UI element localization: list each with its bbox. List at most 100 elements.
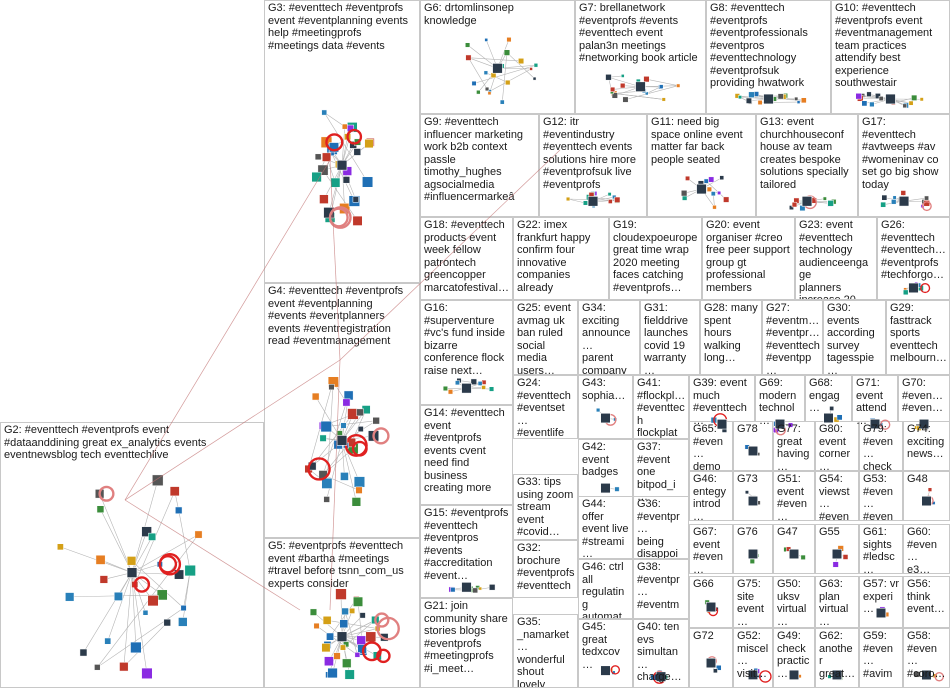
user-node bbox=[352, 215, 363, 226]
group-panel-g18: G18: #eventtech products event week fell… bbox=[420, 217, 513, 300]
user-node bbox=[130, 641, 142, 654]
user-node bbox=[322, 616, 332, 625]
user-node bbox=[353, 476, 365, 488]
hub-node bbox=[336, 631, 348, 642]
user-node bbox=[927, 487, 933, 492]
user-node bbox=[908, 100, 914, 106]
user-node bbox=[483, 70, 489, 75]
nodes bbox=[309, 588, 400, 680]
group-label: G38: #eventpr… #eventm… #eventte… bbox=[637, 561, 680, 619]
user-node bbox=[352, 196, 359, 203]
user-node bbox=[827, 674, 832, 679]
group-graph-g8 bbox=[734, 91, 807, 105]
group-panel-g60: G60: #even… e3… bbox=[903, 524, 950, 574]
user-node bbox=[342, 658, 352, 668]
group-panel-g62: G62: another great… bbox=[815, 628, 859, 688]
user-node bbox=[489, 386, 495, 392]
nodes bbox=[311, 109, 375, 229]
group-label: G53: #even… #even… bbox=[863, 473, 893, 521]
user-node bbox=[455, 380, 460, 386]
user-node bbox=[313, 622, 320, 629]
group-label: G11: need big space online event matter … bbox=[651, 116, 743, 166]
user-node bbox=[342, 398, 351, 407]
group-panel-g24: G24: #eventtech #eventset… #eventlife #e… bbox=[513, 375, 578, 439]
group-graph-g76 bbox=[747, 548, 759, 564]
user-node bbox=[119, 662, 129, 672]
group-label: G76 bbox=[737, 526, 758, 538]
user-node bbox=[842, 554, 849, 560]
hub-node bbox=[696, 183, 707, 195]
group-graph-g48 bbox=[921, 487, 936, 507]
user-node bbox=[710, 191, 716, 197]
hub-node bbox=[600, 482, 611, 494]
group-panel-g47: G47 bbox=[773, 524, 815, 574]
nodes bbox=[823, 406, 843, 424]
user-node bbox=[822, 196, 827, 201]
group-panel-g9: G9: #eventtech influencer marketing work… bbox=[420, 114, 539, 217]
group-panel-g46: G46: entegy introd… bbox=[689, 471, 733, 521]
user-node bbox=[359, 612, 366, 619]
group-panel-g75: G75: site event… bbox=[733, 576, 773, 628]
user-node bbox=[142, 609, 149, 616]
group-label: G67: event #even… bbox=[693, 526, 723, 574]
nodes bbox=[710, 413, 728, 433]
user-node bbox=[314, 153, 322, 161]
user-node bbox=[924, 195, 929, 201]
group-graph-g49 bbox=[788, 669, 802, 680]
hub-node bbox=[898, 196, 910, 207]
user-node bbox=[341, 123, 348, 130]
group-label: G9: #eventtech influencer marketing work… bbox=[424, 116, 524, 203]
user-node bbox=[180, 605, 187, 612]
group-label: G80: event corner… bbox=[819, 423, 851, 471]
user-node bbox=[327, 667, 338, 679]
nodes bbox=[565, 191, 621, 208]
nodes bbox=[448, 582, 496, 594]
user-node bbox=[372, 417, 380, 425]
group-label: G41: #flockpl… #eventtech flockplat… bbox=[637, 377, 686, 439]
user-node bbox=[484, 86, 490, 92]
user-node bbox=[79, 648, 88, 657]
user-node bbox=[869, 101, 875, 108]
nodes bbox=[605, 74, 681, 103]
group-label: G36: #eventpr… being disappoi… bbox=[637, 498, 680, 559]
group-panel-g72: G72 bbox=[689, 628, 733, 688]
nodes bbox=[734, 91, 807, 105]
group-panel-g7: G7: brellanetwork #eventprofs #events #e… bbox=[575, 0, 706, 114]
user-node bbox=[608, 199, 613, 204]
group-label: G37: #event one bitpod_i… bbox=[637, 441, 676, 503]
hub-node bbox=[600, 412, 611, 424]
group-panel-g38: G38: #eventpr… #eventm… #eventte… bbox=[633, 559, 689, 619]
user-node bbox=[163, 618, 171, 627]
group-graph-g45 bbox=[600, 665, 621, 676]
user-node bbox=[681, 190, 688, 197]
nodes bbox=[650, 670, 668, 684]
self-loop bbox=[98, 485, 115, 502]
group-panel-g56: G56: think event… bbox=[903, 576, 950, 628]
user-node bbox=[506, 37, 512, 43]
group-panel-g50: G50: uksv virtual… bbox=[773, 576, 815, 628]
nodes bbox=[789, 195, 837, 212]
user-node bbox=[900, 190, 906, 196]
nodes bbox=[600, 482, 620, 494]
nodes bbox=[744, 444, 761, 457]
user-node bbox=[169, 486, 180, 497]
nodes bbox=[704, 599, 719, 617]
group-panel-g33: G33: tips using zoom stream event #covid… bbox=[513, 474, 578, 540]
self-loop bbox=[361, 641, 382, 662]
self-loop bbox=[376, 616, 400, 641]
self-loop bbox=[759, 670, 772, 683]
nodes bbox=[913, 669, 944, 682]
self-loop bbox=[880, 419, 891, 430]
group-panel-g5: G5: #eventprofs #eventtech event #bartha… bbox=[264, 538, 420, 688]
user-node bbox=[913, 671, 921, 678]
self-loop bbox=[934, 672, 944, 682]
group-panel-g26: G26: #eventtech #eventtech… #eventprofs … bbox=[877, 217, 950, 300]
hub-node bbox=[921, 495, 932, 507]
group-graph-g15 bbox=[448, 582, 496, 594]
group-label: G10: #eventtech #eventprofs event #event… bbox=[835, 2, 933, 89]
user-node bbox=[644, 91, 649, 96]
group-label: G49: check practic… bbox=[777, 630, 810, 680]
user-node bbox=[355, 486, 363, 494]
group-label: G60: #even… e3… bbox=[907, 526, 937, 574]
